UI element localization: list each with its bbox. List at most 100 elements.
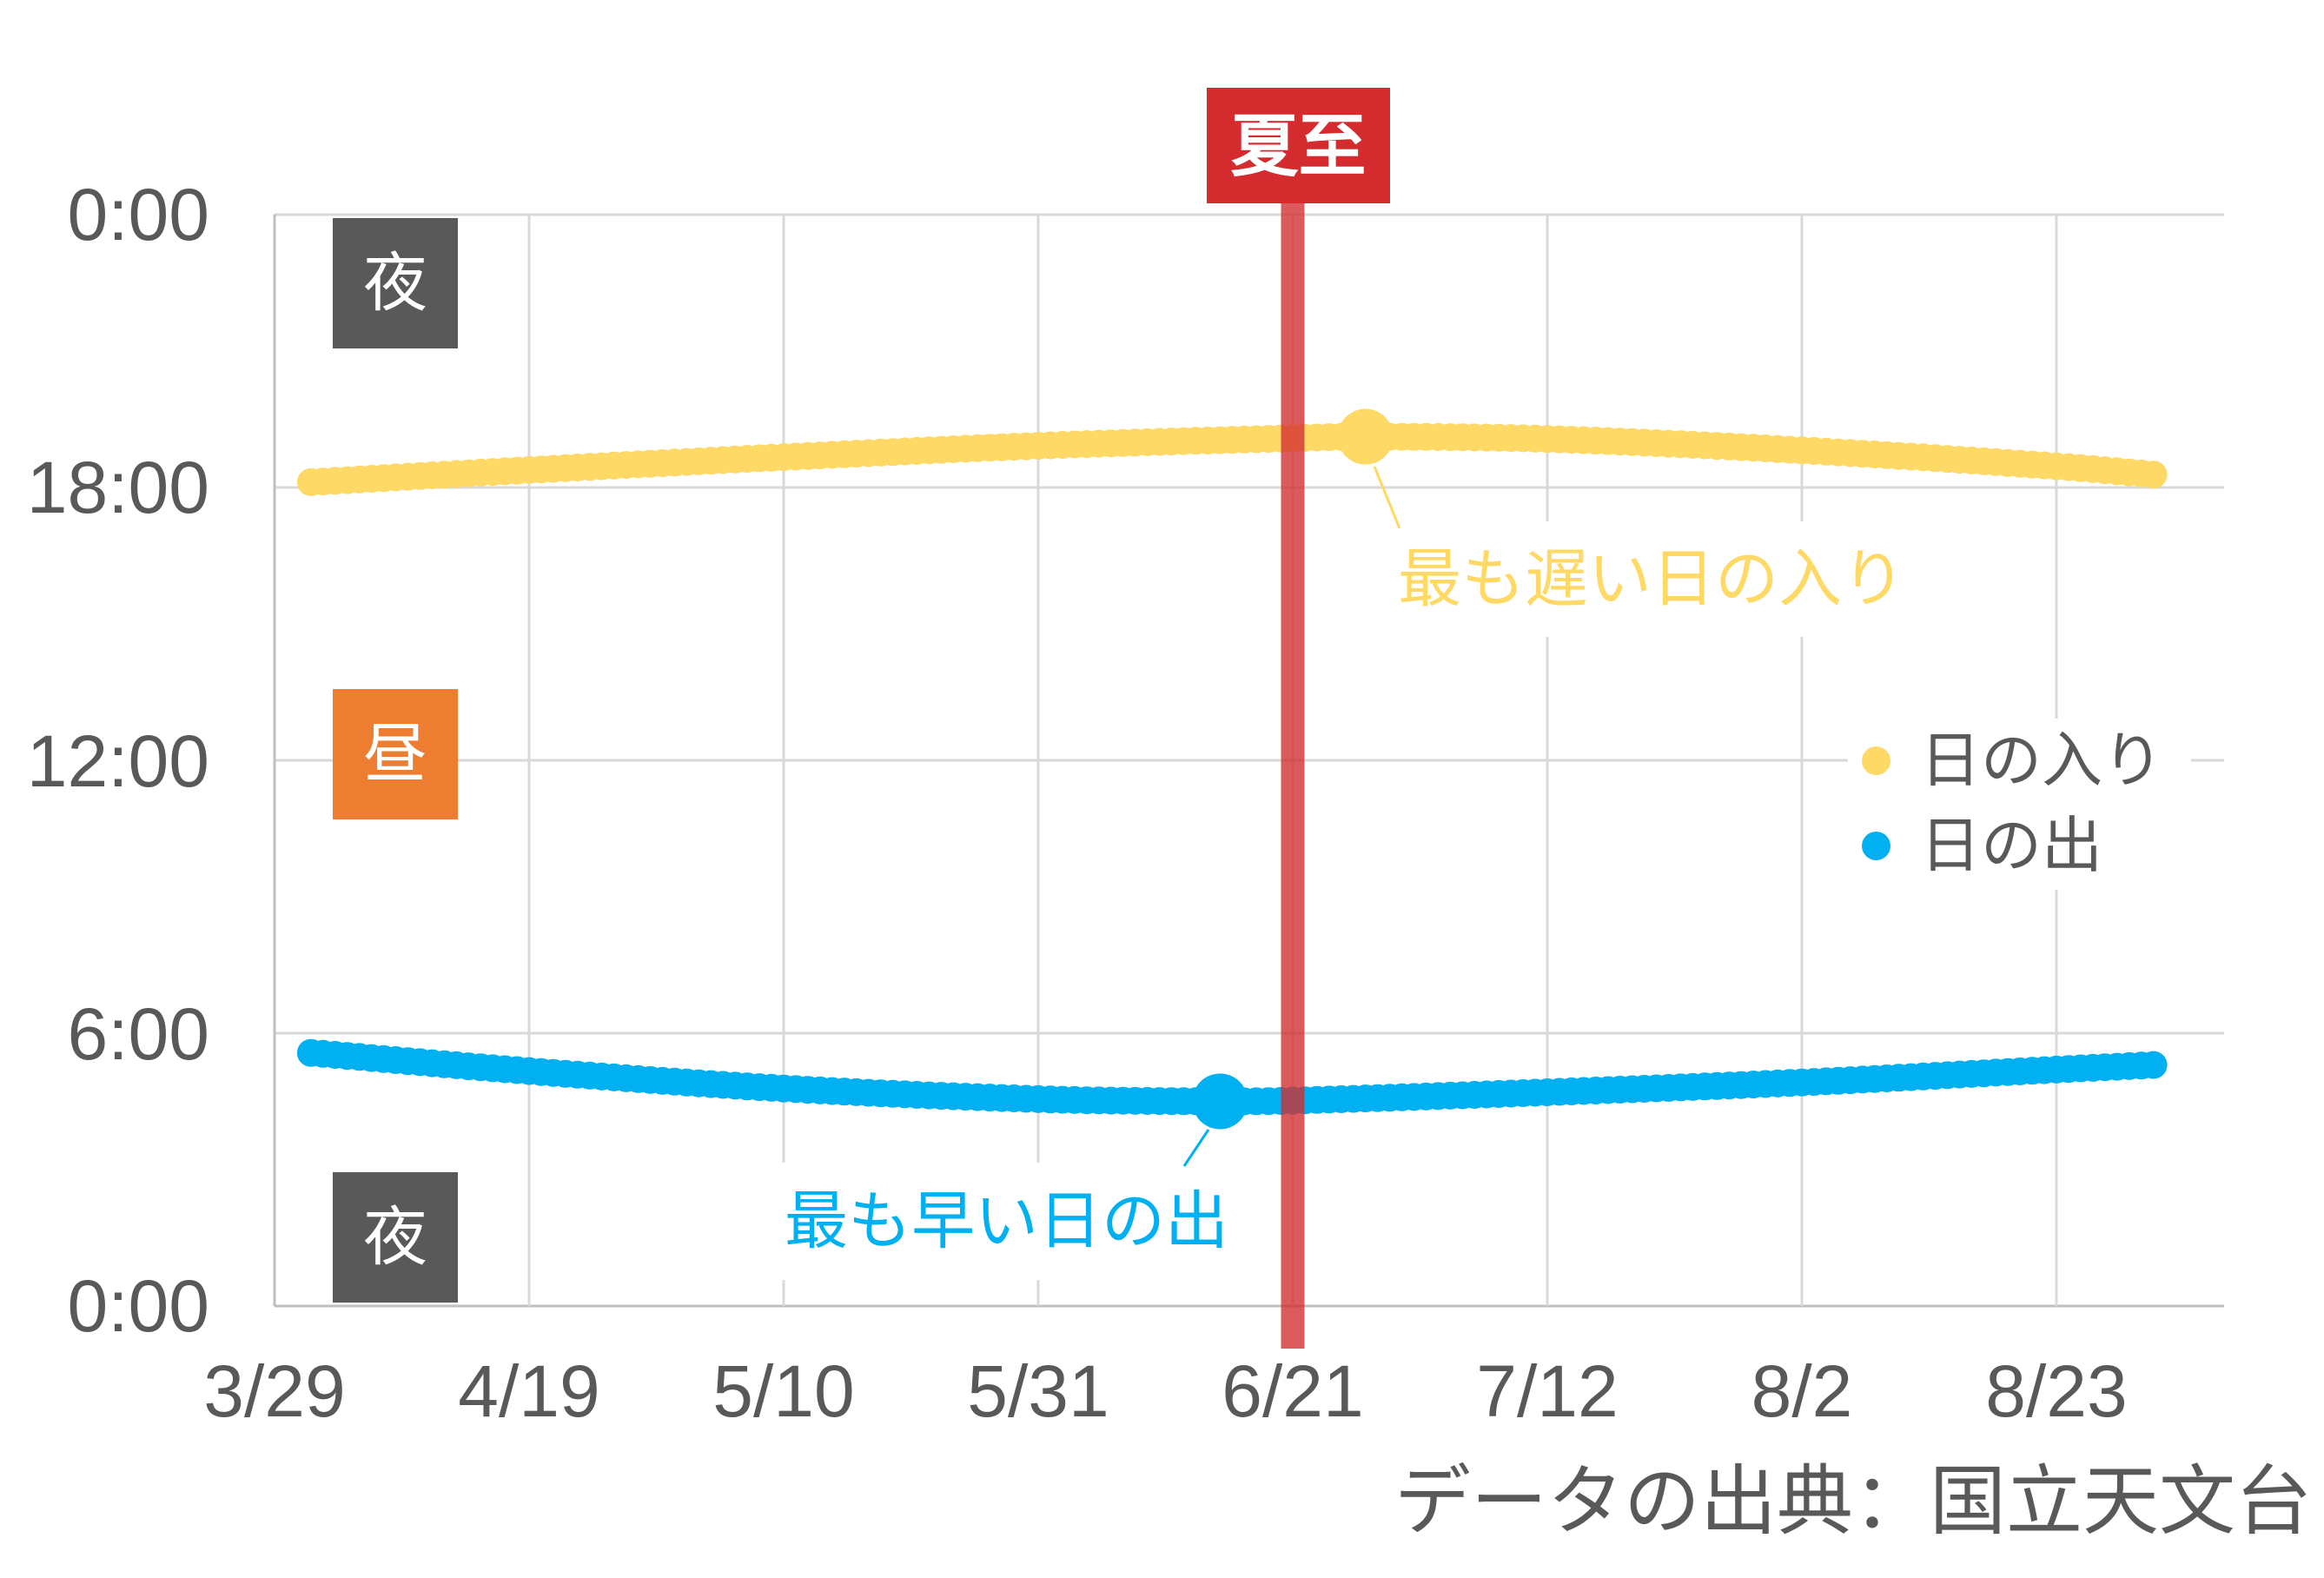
series-point [406,461,434,490]
latest-sunset-leader-line [1373,466,1401,529]
series-point [1279,424,1307,453]
series-point [1764,434,1792,463]
sunset-series [296,422,2168,496]
series-point [1387,422,1416,451]
legend-label: 日の入り [1920,726,2163,794]
series-point [527,1058,555,1086]
summer-solstice-label: 夏至 [1207,88,1390,203]
series-point [939,1082,968,1111]
series-point [1400,422,1428,451]
series-point [1473,423,1501,452]
series-point [915,1081,944,1110]
series-point [963,434,992,462]
series-point [733,445,762,474]
series-point [1606,1076,1634,1104]
series-point [612,1064,640,1092]
series-point [1267,424,1294,453]
series-point [1776,435,1804,464]
y-axis-label-18: 18:00 [26,447,209,528]
series-point [685,1069,713,1097]
series-point [454,1052,483,1081]
series-point [1654,429,1683,458]
series-point [770,443,798,472]
series-point [805,1076,834,1104]
series-point [1509,1079,1538,1107]
series-point [1012,432,1040,461]
series-point [1884,1064,1913,1092]
chart-legend: 日の入り 日の出 [1848,719,2191,890]
summer-solstice-line [1281,203,1305,1349]
series-point [1593,427,1622,455]
series-point [1145,1087,1174,1116]
series-point [563,1060,592,1089]
x-axis-label: 7/12 [1476,1350,1619,1432]
series-point [1473,1080,1501,1109]
series-point [1921,1062,1950,1091]
series-point [1363,422,1392,451]
series-point [903,1081,931,1109]
series-point [1460,1081,1489,1109]
series-point [697,447,725,475]
series-point [1546,1077,1573,1106]
series-point [503,1056,531,1084]
series-point [381,463,410,492]
series-point [369,1044,398,1073]
band-label-night-bottom: 夜 [333,1172,458,1303]
series-point [1351,1084,1380,1113]
series-point [321,1041,349,1069]
series-point [1000,433,1029,461]
series-point [1412,422,1440,451]
series-point [866,1079,895,1108]
series-point [782,1075,810,1104]
series-point [2139,461,2168,489]
series-point [1691,1072,1719,1101]
series-point [345,1043,374,1071]
series-point [1703,432,1731,461]
series-point [1776,1069,1804,1097]
series-point [2090,1053,2119,1082]
series-point [1970,447,1998,475]
series-point [2018,450,2047,479]
legend-dot-icon [1862,746,1890,775]
series-point [1460,423,1489,452]
series-point [1581,427,1610,455]
earliest-sunrise-leader-line [1182,1129,1210,1167]
series-point [575,453,604,481]
x-axis-label: 4/19 [458,1350,600,1432]
series-point [454,459,483,487]
series-point [357,1044,386,1072]
series-point [636,449,665,478]
series-point [624,450,652,479]
series-point [1485,1080,1513,1108]
series-point [1824,438,1852,467]
series-point [1230,425,1259,454]
series-point [1678,1072,1707,1101]
series-point [2078,454,2107,483]
series-point [745,1073,774,1102]
series-point [587,1062,616,1091]
series-point [2006,449,2035,478]
series-point [1412,1082,1440,1111]
legend-label: 日の出 [1920,812,2102,879]
series-point [1666,430,1695,459]
series-point [1169,427,1198,455]
series-point [1994,448,2023,477]
series-point [1933,1061,1962,1090]
series-point [612,451,640,480]
series-point [854,1078,883,1107]
series-point [2055,453,2082,481]
series-point [830,1077,858,1106]
earliest-sunrise-marker [1192,1073,1248,1130]
series-point [2127,459,2155,487]
series-point [1302,423,1331,452]
series-point [1169,1087,1198,1116]
series-point [1739,434,1768,462]
series-point [1860,1064,1889,1093]
series-point [1593,1076,1622,1104]
series-point [406,1048,434,1077]
series-point [976,1084,1004,1112]
series-point [1872,441,1901,469]
series-point [515,455,543,484]
series-point [927,435,956,464]
series-point [1945,1060,1974,1089]
